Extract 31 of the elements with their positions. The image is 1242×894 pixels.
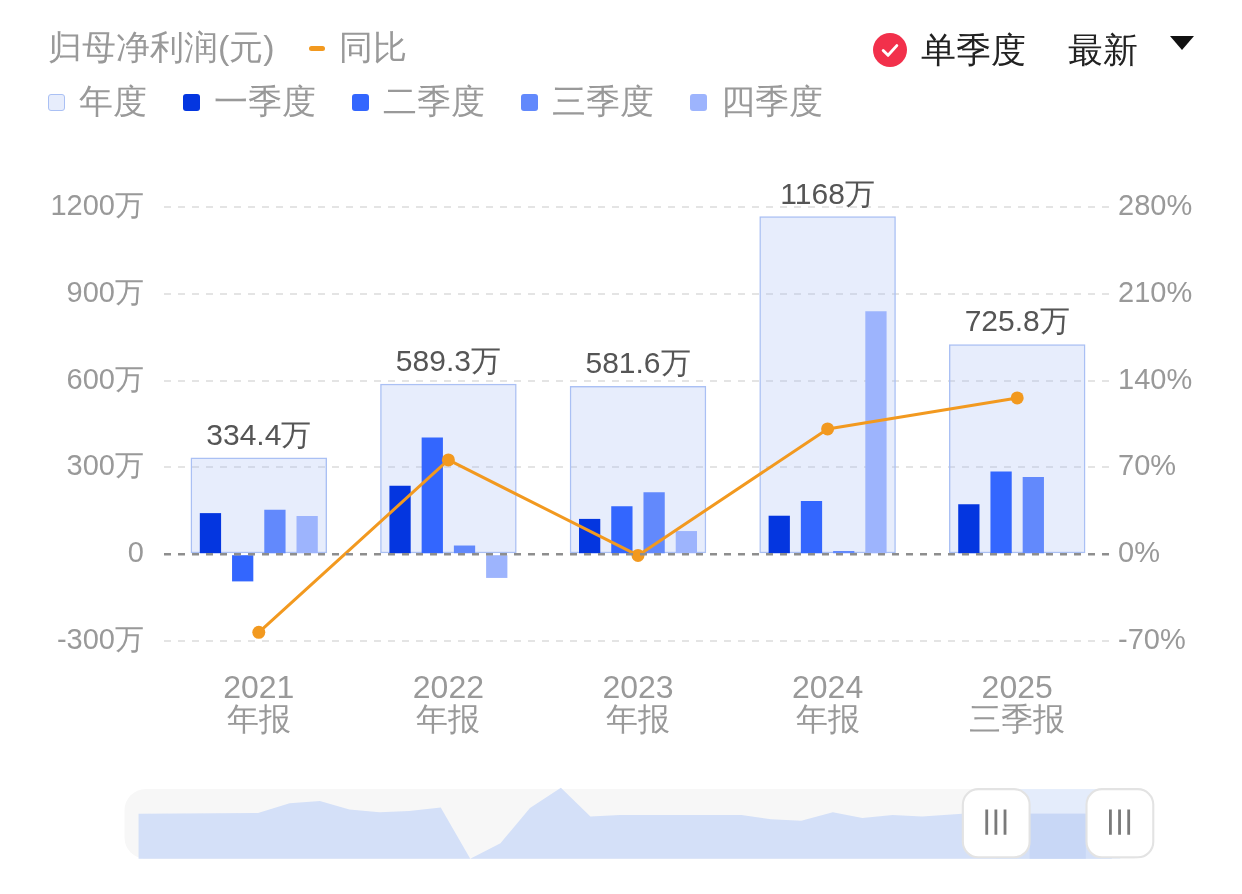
data-label: 725.8万 xyxy=(964,304,1070,338)
text: 单季度 xyxy=(921,28,1026,71)
x-tick-label: 2022 年报 xyxy=(412,668,484,737)
y-tick-label: 1200万 xyxy=(50,189,144,221)
y-tick-label: 0 xyxy=(127,536,144,569)
y2-tick-label: 140% xyxy=(1118,362,1193,395)
y-tick-label: 600万 xyxy=(66,362,144,395)
y2-tick-label: 0% xyxy=(1118,536,1160,569)
legend-label: 年度 xyxy=(79,81,147,122)
y-tick-label: -300万 xyxy=(56,623,144,655)
x-tick-label: 2025 三季报 xyxy=(969,668,1066,737)
data-label: 581.6万 xyxy=(585,346,691,380)
y2-tick-label: 280% xyxy=(1118,189,1193,221)
x-tick-label: 2021 年报 xyxy=(223,668,295,737)
legend-label: 三季度 xyxy=(552,81,654,122)
x-tick-label: 2023 年报 xyxy=(602,668,674,737)
y2-tick-label: 210% xyxy=(1118,275,1193,308)
legend-label: 同比 xyxy=(338,27,407,68)
legend-label: 二季度 xyxy=(383,81,485,122)
y-tick-label: 300万 xyxy=(66,449,144,482)
chart-title: 归母净利润(元) xyxy=(48,27,275,68)
legend-label: 一季度 xyxy=(214,81,316,122)
y2-tick-label: -70% xyxy=(1118,623,1186,655)
y2-tick-label: 70% xyxy=(1118,449,1177,482)
data-label: 334.4万 xyxy=(206,417,312,451)
data-label: 589.3万 xyxy=(395,343,501,377)
legend-label: 四季度 xyxy=(721,81,823,122)
x-tick-label: 2024 年报 xyxy=(792,668,864,737)
y-tick-label: 900万 xyxy=(66,275,144,308)
text: 最新 xyxy=(1068,28,1138,71)
data-label: 1168万 xyxy=(780,176,875,210)
